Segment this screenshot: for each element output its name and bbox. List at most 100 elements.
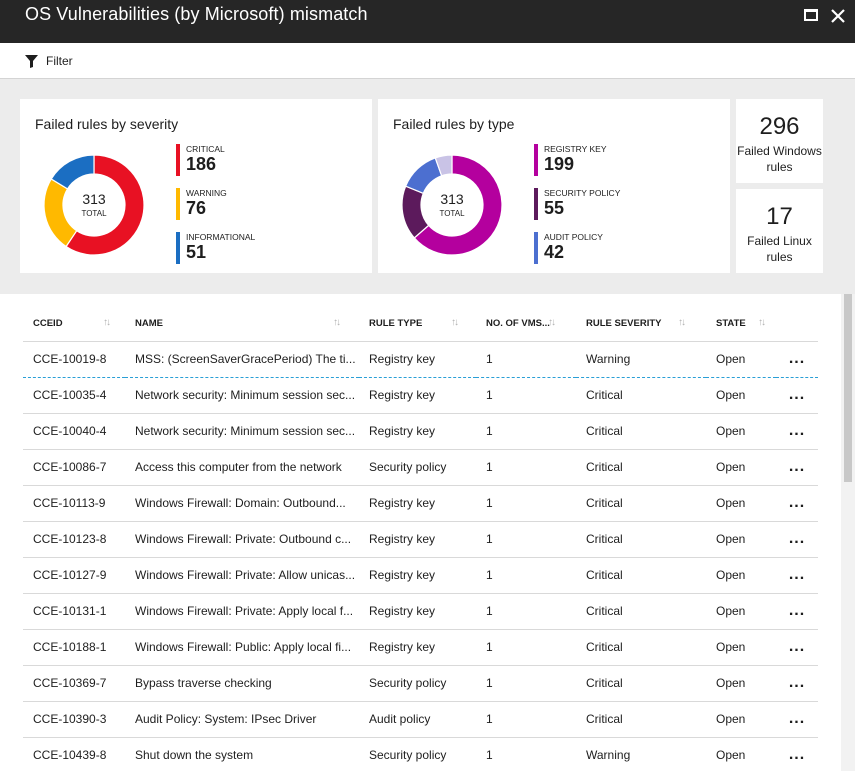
- legend-label-security-policy: SECURITY POLICY: [544, 188, 621, 198]
- cell-cceid: CCE-10188-1: [23, 629, 125, 666]
- cell-state: Open: [706, 665, 776, 702]
- cell-cceid: CCE-10131-1: [23, 593, 125, 630]
- cell-vms-count: 1: [476, 521, 576, 558]
- type-donut-center: 313 TOTAL: [400, 153, 504, 257]
- legend-swatch-security-policy: [534, 188, 538, 220]
- more-actions-button[interactable]: ...: [776, 737, 818, 771]
- table-row[interactable]: CCE-10188-1 Windows Firewall: Public: App…: [23, 629, 818, 666]
- table-row[interactable]: CCE-10019-8 MSS: (ScreenSaverGracePeriod)…: [23, 340, 818, 378]
- column-header-name[interactable]: NAME ↑↓: [125, 307, 359, 341]
- column-header-vms[interactable]: NO. OF VMS... ↑↓: [476, 307, 576, 341]
- cell-name: Bypass traverse checking: [125, 665, 359, 702]
- more-actions-button[interactable]: ...: [776, 377, 818, 414]
- cell-name: Network security: Minimum session sec...: [125, 377, 359, 414]
- cell-rule-severity: Critical: [576, 377, 706, 414]
- table-row[interactable]: CCE-10035-4 Network security: Minimum ses…: [23, 377, 818, 414]
- more-actions-button[interactable]: ...: [776, 449, 818, 486]
- cell-cceid: CCE-10127-9: [23, 557, 125, 594]
- column-header-cceid[interactable]: CCEID ↑↓: [23, 307, 125, 341]
- more-actions-button[interactable]: ...: [776, 701, 818, 738]
- cell-cceid: CCE-10390-3: [23, 701, 125, 738]
- failed-linux-label: Failed Linux rules: [747, 234, 812, 264]
- sort-icon[interactable]: ↑↓: [758, 317, 766, 328]
- table-row[interactable]: CCE-10439-8 Shut down the system Security …: [23, 737, 818, 771]
- table-row[interactable]: CCE-10086-7 Access this computer from the…: [23, 449, 818, 486]
- sort-icon[interactable]: ↑↓: [548, 317, 556, 328]
- table-row[interactable]: CCE-10113-9 Windows Firewall: Domain: Out…: [23, 485, 818, 522]
- more-actions-button[interactable]: ...: [776, 557, 818, 594]
- rules-table: CCEID ↑↓ NAME ↑↓ RULE TYPE ↑↓ NO. OF VMS...…: [23, 307, 818, 771]
- severity-donut-center: 313 TOTAL: [42, 153, 146, 257]
- sort-icon[interactable]: ↑↓: [451, 317, 459, 328]
- column-header-name-label: NAME: [135, 318, 163, 330]
- cell-cceid: CCE-10439-8: [23, 737, 125, 771]
- more-actions-button[interactable]: ...: [776, 593, 818, 630]
- scrollbar-thumb[interactable]: [844, 294, 852, 482]
- maximize-button[interactable]: [802, 7, 820, 25]
- type-slice-registry-key[interactable]: [413, 154, 503, 256]
- cell-cceid: CCE-10035-4: [23, 377, 125, 414]
- cell-vms-count: 1: [476, 665, 576, 702]
- severity-tile[interactable]: Failed rules by severity 313 TOTAL CRITI…: [20, 99, 372, 273]
- more-actions-button[interactable]: ...: [776, 665, 818, 702]
- cell-state: Open: [706, 340, 776, 378]
- cell-rule-type: Security policy: [359, 737, 476, 771]
- table-row[interactable]: CCE-10390-3 Audit Policy: System: IPsec D…: [23, 701, 818, 738]
- more-actions-button[interactable]: ...: [776, 340, 818, 378]
- cell-rule-type: Security policy: [359, 665, 476, 702]
- legend-label-critical: CRITICAL: [186, 144, 225, 154]
- more-actions-button[interactable]: ...: [776, 413, 818, 450]
- cell-vms-count: 1: [476, 449, 576, 486]
- type-tile[interactable]: Failed rules by type 313 TOTAL REGISTRY …: [378, 99, 730, 273]
- sort-icon[interactable]: ↑↓: [678, 317, 686, 328]
- cell-rule-severity: Critical: [576, 701, 706, 738]
- cell-rule-type: Security policy: [359, 449, 476, 486]
- title-bar: OS Vulnerabilities (by Microsoft) mismat…: [0, 0, 855, 43]
- cell-name: Windows Firewall: Private: Allow unicas.…: [125, 557, 359, 594]
- vertical-scrollbar[interactable]: [841, 294, 855, 771]
- sort-icon[interactable]: ↑↓: [333, 317, 341, 328]
- cell-vms-count: 1: [476, 593, 576, 630]
- column-header-rule-severity[interactable]: RULE SEVERITY ↑↓: [576, 307, 706, 341]
- type-slice-other[interactable]: [434, 154, 453, 177]
- cell-vms-count: 1: [476, 737, 576, 771]
- table-row[interactable]: CCE-10369-7 Bypass traverse checking Secur…: [23, 665, 818, 702]
- sort-icon[interactable]: ↑↓: [103, 317, 111, 328]
- severity-slice-informational[interactable]: [50, 154, 95, 190]
- legend-label-informational: INFORMATIONAL: [186, 232, 256, 242]
- command-bar: Filter: [0, 43, 855, 79]
- cell-cceid: CCE-10086-7: [23, 449, 125, 486]
- table-row[interactable]: CCE-10127-9 Windows Firewall: Private: Al…: [23, 557, 818, 594]
- type-total-value: 313: [440, 191, 464, 207]
- failed-linux-tile[interactable]: 17 Failed Linux rules: [736, 189, 823, 273]
- column-header-state[interactable]: STATE ↑↓: [706, 307, 776, 341]
- column-header-rule-type-label: RULE TYPE: [369, 318, 423, 330]
- close-button[interactable]: [829, 7, 847, 25]
- cell-rule-severity: Critical: [576, 485, 706, 522]
- cell-rule-severity: Critical: [576, 449, 706, 486]
- cell-state: Open: [706, 701, 776, 738]
- more-actions-button[interactable]: ...: [776, 629, 818, 666]
- cell-rule-type: Registry key: [359, 521, 476, 558]
- table-row[interactable]: CCE-10123-8 Windows Firewall: Private: Ou…: [23, 521, 818, 558]
- cell-rule-severity: Critical: [576, 665, 706, 702]
- failed-windows-tile[interactable]: 296 Failed Windows rules: [736, 99, 823, 183]
- legend-swatch-audit-policy: [534, 232, 538, 264]
- filter-button[interactable]: Filter: [25, 53, 73, 69]
- more-actions-button[interactable]: ...: [776, 485, 818, 522]
- cell-rule-type: Registry key: [359, 340, 476, 378]
- column-header-rule-type[interactable]: RULE TYPE ↑↓: [359, 307, 476, 341]
- table-row[interactable]: CCE-10040-4 Network security: Minimum ses…: [23, 413, 818, 450]
- cell-cceid: CCE-10369-7: [23, 665, 125, 702]
- legend-label-warning: WARNING: [186, 188, 227, 198]
- table-row[interactable]: CCE-10131-1 Windows Firewall: Private: Ap…: [23, 593, 818, 630]
- severity-slice-critical[interactable]: [65, 154, 145, 256]
- table-header-row: CCEID ↑↓ NAME ↑↓ RULE TYPE ↑↓ NO. OF VMS...…: [23, 307, 818, 341]
- more-actions-button[interactable]: ...: [776, 521, 818, 558]
- cell-vms-count: 1: [476, 413, 576, 450]
- maximize-icon: [804, 9, 818, 21]
- cell-vms-count: 1: [476, 377, 576, 414]
- failed-windows-label: Failed Windows rules: [737, 144, 822, 174]
- legend-value-security-policy: 55: [544, 198, 565, 218]
- cell-name: Access this computer from the network: [125, 449, 359, 486]
